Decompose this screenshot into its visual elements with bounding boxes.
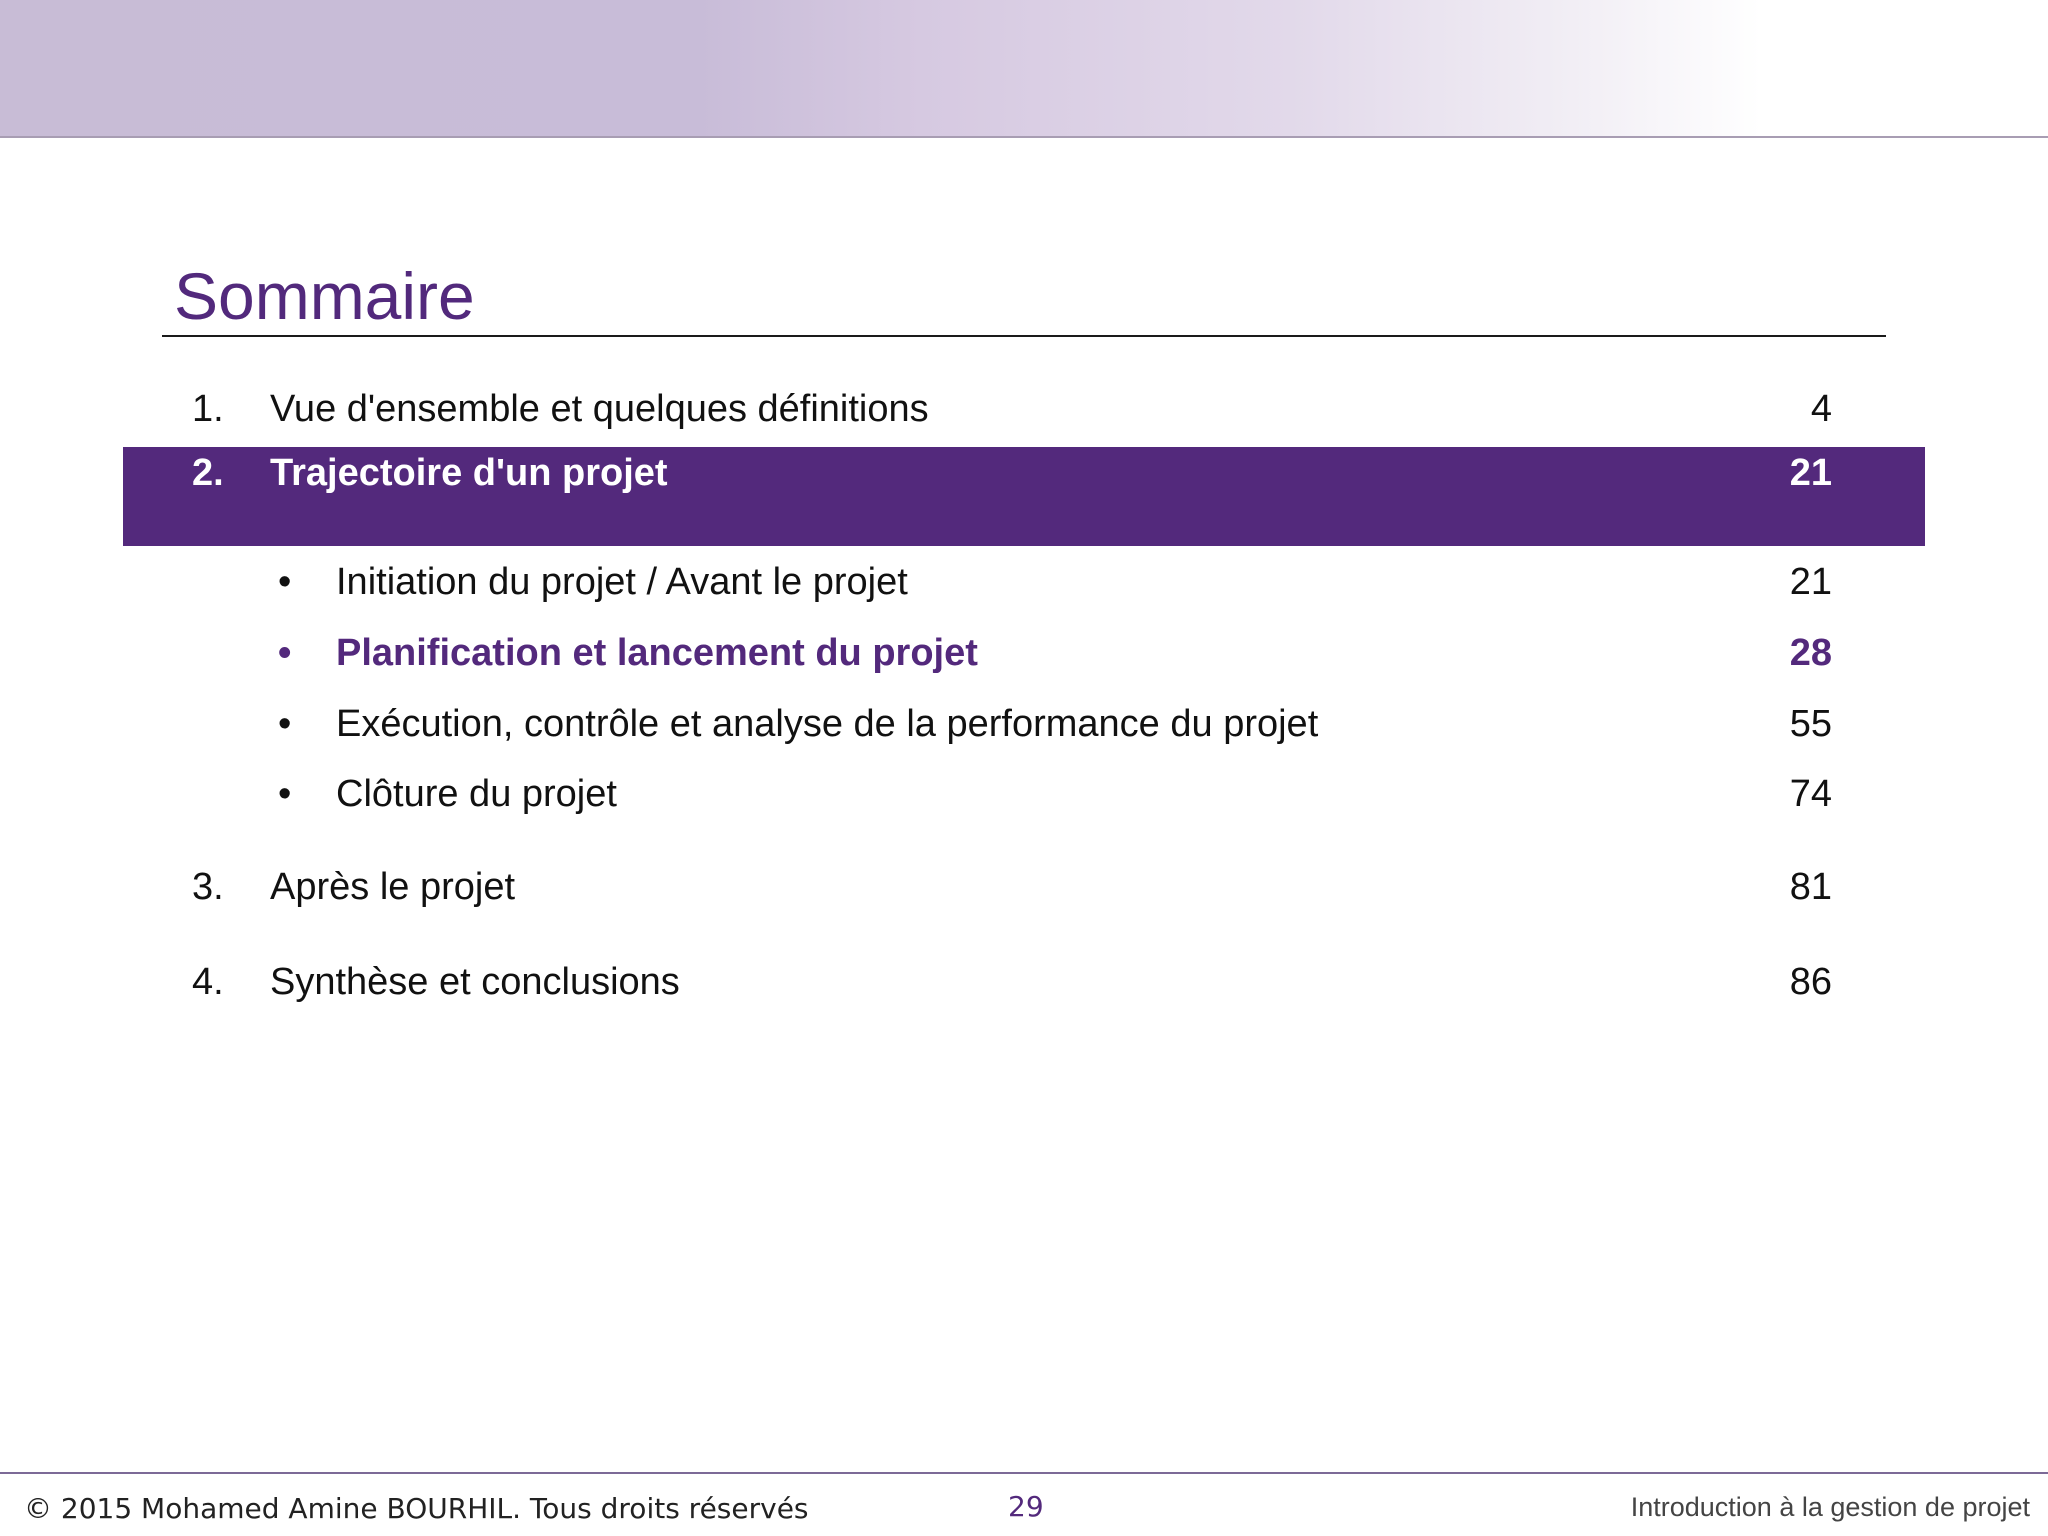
- bullet-icon: •: [278, 561, 292, 603]
- toc-subitem-page: 55: [1789, 703, 1832, 745]
- slide-number: 29: [1008, 1490, 1044, 1523]
- header-band: [0, 0, 2048, 138]
- toc-subitem-label: Initiation du projet / Avant le projet: [336, 561, 908, 603]
- toc-item-label: Après le projet: [270, 866, 516, 908]
- toc-item-number: 3.: [192, 866, 224, 908]
- toc-item-label: Synthèse et conclusions: [270, 961, 680, 1003]
- active-section-highlight: [123, 447, 1925, 546]
- toc-item-page: 81: [1789, 866, 1832, 908]
- toc-item-number: 2.: [192, 452, 224, 494]
- bullet-icon: •: [278, 632, 292, 674]
- toc-subitem-label: Exécution, contrôle et analyse de la per…: [336, 703, 1319, 745]
- toc-item-number: 4.: [192, 961, 224, 1003]
- footer-course-title: Introduction à la gestion de projet: [1630, 1492, 2030, 1522]
- footer-divider: [0, 1472, 2048, 1474]
- toc-item-label: Vue d'ensemble et quelques définitions: [270, 388, 929, 430]
- toc-item-page: 21: [1789, 452, 1832, 494]
- footer-copyright: © 2015 Mohamed Amine BOURHIL. Tous droit…: [24, 1492, 809, 1525]
- toc-item-page: 86: [1789, 961, 1832, 1003]
- toc-subitem-page: 21: [1789, 561, 1832, 603]
- toc-subitem-page: 74: [1789, 773, 1832, 815]
- toc-item-page: 4: [1810, 388, 1832, 430]
- page-title: Sommaire: [174, 259, 475, 333]
- bullet-icon: •: [278, 773, 292, 815]
- bullet-icon: •: [278, 703, 292, 745]
- toc-subitem-label: Planification et lancement du projet: [336, 632, 978, 674]
- title-underline: [162, 335, 1886, 337]
- toc-item-label: Trajectoire d'un projet: [270, 452, 668, 494]
- toc-subitem-label: Clôture du projet: [336, 773, 617, 815]
- toc-item-number: 1.: [192, 388, 224, 430]
- toc-subitem-page: 28: [1789, 632, 1832, 674]
